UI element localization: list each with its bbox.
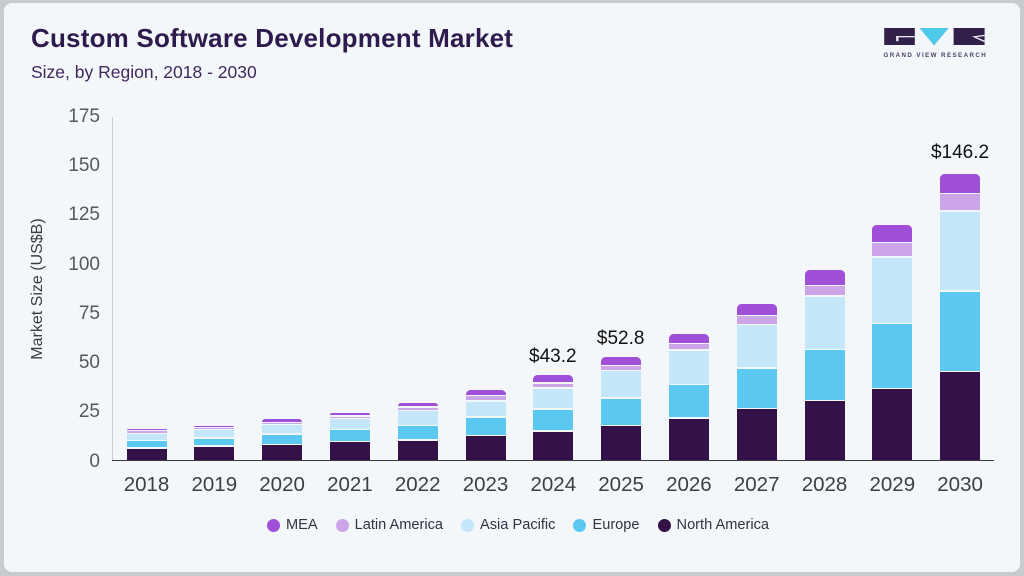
- svg-text:GRAND VIEW RESEARCH: GRAND VIEW RESEARCH: [884, 52, 988, 59]
